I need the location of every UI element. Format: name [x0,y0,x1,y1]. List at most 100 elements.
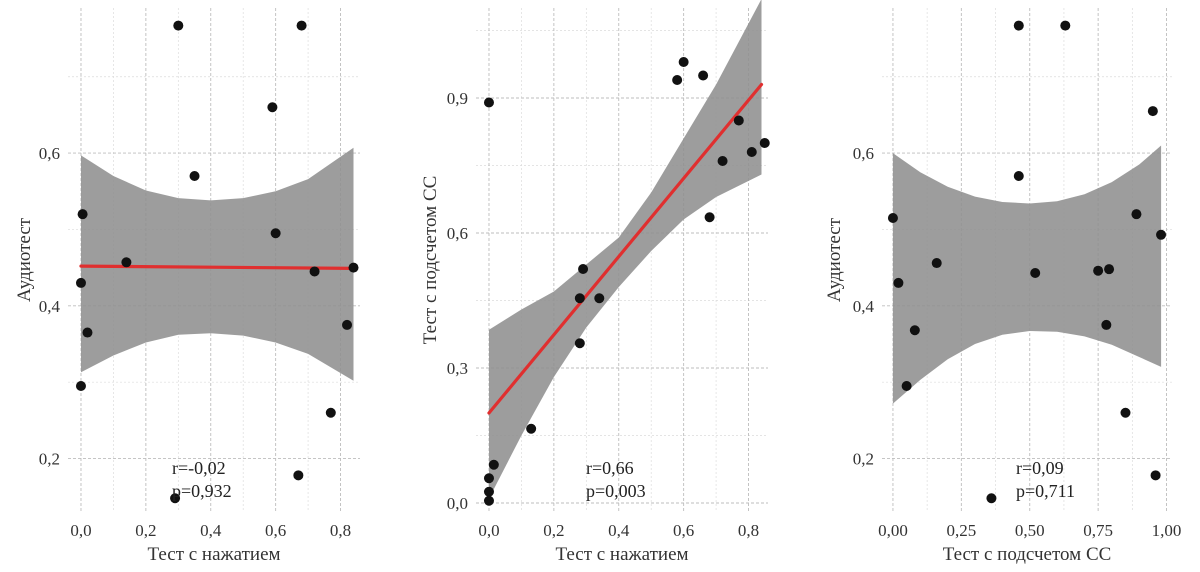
y-tick-label: 0,6 [39,144,60,163]
confidence-band [892,145,1162,404]
grid [476,8,768,512]
data-point [488,459,499,470]
correlation-label: r=0,66 [586,458,634,478]
data-point [483,97,494,108]
data-point [1030,267,1041,278]
data-point [75,277,86,288]
y-axis-title: Тест с подсчетом СС [420,176,441,345]
data-point [483,486,494,497]
p-value-label: p=0,932 [172,481,232,501]
data-point [1093,265,1104,276]
data-point [296,20,307,31]
data-point [483,473,494,484]
data-point [1156,229,1167,240]
data-point [931,258,942,269]
y-tick-label: 0,6 [853,144,874,163]
data-point [1013,20,1024,31]
y-tick-label: 0,2 [39,450,60,469]
data-point [704,212,715,223]
x-tick-label: 0,4 [608,521,630,540]
data-point [678,57,689,67]
data-point [1150,470,1161,481]
data-point [759,138,770,148]
data-point [717,156,728,166]
data-point [909,325,920,336]
x-tick-label: 0,2 [135,521,156,540]
data-point [1101,319,1112,330]
data-point [173,20,184,31]
data-point [293,470,304,481]
data-point [170,493,181,504]
data-point [348,262,359,273]
p-value-label: p=0,003 [586,481,646,501]
data-point [189,171,200,181]
panel-audio-vs-press: 0,0 0,2 0,4 0,6 0,8 0,2 0,4 0,6 Тест с нажатием А… [14,8,360,565]
data-point [1147,106,1158,117]
x-tick-label: 0,0 [70,521,91,540]
data-point [893,277,904,288]
data-point [121,257,132,268]
y-tick-label: 0,0 [447,494,468,513]
data-point [1131,209,1142,220]
x-tick-label: 0,0 [478,521,499,540]
data-points [887,20,1167,504]
x-axis-title: Тест с нажатием [555,544,688,565]
data-point [746,147,757,157]
data-point [594,293,605,304]
data-point [309,266,320,277]
data-point [1120,407,1131,418]
data-point [325,407,336,418]
y-tick-label: 0,3 [447,359,468,378]
confidence-band [81,147,354,381]
x-axis-title: Тест с подсчетом СС [943,544,1112,565]
y-tick-label: 0,2 [853,450,874,469]
panel-audio-vs-hr: 0,00 0,25 0,50 0,75 1,00 0,2 0,4 0,6 Тест с подс… [824,8,1181,565]
panel-hr-vs-press: 0,0 0,2 0,4 0,6 0,8 0,0 0,3 0,6 0,9 Тест с нажати… [420,0,770,565]
data-point [733,115,744,126]
data-point [342,319,353,330]
data-points [483,57,770,506]
x-tick-label: 1,00 [1152,521,1182,540]
data-point [574,293,585,304]
x-tick-label: 0,8 [330,521,351,540]
y-axis-title: Аудиотест [824,217,845,302]
data-point [270,228,281,239]
x-tick-label: 0,50 [1015,521,1045,540]
y-tick-label: 0,6 [447,224,468,243]
x-tick-label: 0,6 [673,521,694,540]
x-tick-label: 0,75 [1083,521,1113,540]
data-point [267,102,278,113]
data-point [526,423,537,434]
data-point [77,209,88,220]
correlation-label: r=-0,02 [172,458,226,478]
data-point [82,327,93,338]
data-point [1013,171,1024,181]
data-point [1060,20,1071,31]
p-value-label: p=0,711 [1016,481,1075,501]
data-point [901,381,912,391]
x-tick-label: 0,4 [200,521,222,540]
data-point [698,70,709,81]
data-point [1104,264,1115,275]
trend-line [487,82,764,415]
y-axis-title: Аудиотест [14,217,35,302]
data-point [672,75,683,85]
y-tick-label: 0,9 [447,89,468,108]
y-tick-label: 0,4 [853,297,875,316]
x-tick-label: 0,6 [265,521,286,540]
data-point [578,264,589,274]
correlation-label: r=0,09 [1016,458,1064,478]
x-axis-title: Тест с нажатием [147,544,280,565]
data-point [75,381,86,391]
data-point [483,495,494,506]
y-tick-label: 0,4 [39,297,61,316]
data-point [887,213,898,223]
data-point [986,493,997,504]
x-tick-label: 0,8 [738,521,759,540]
data-points [75,20,359,504]
data-point [574,338,585,349]
x-tick-label: 0,00 [878,521,908,540]
x-tick-label: 0,25 [946,521,976,540]
x-tick-label: 0,2 [543,521,564,540]
